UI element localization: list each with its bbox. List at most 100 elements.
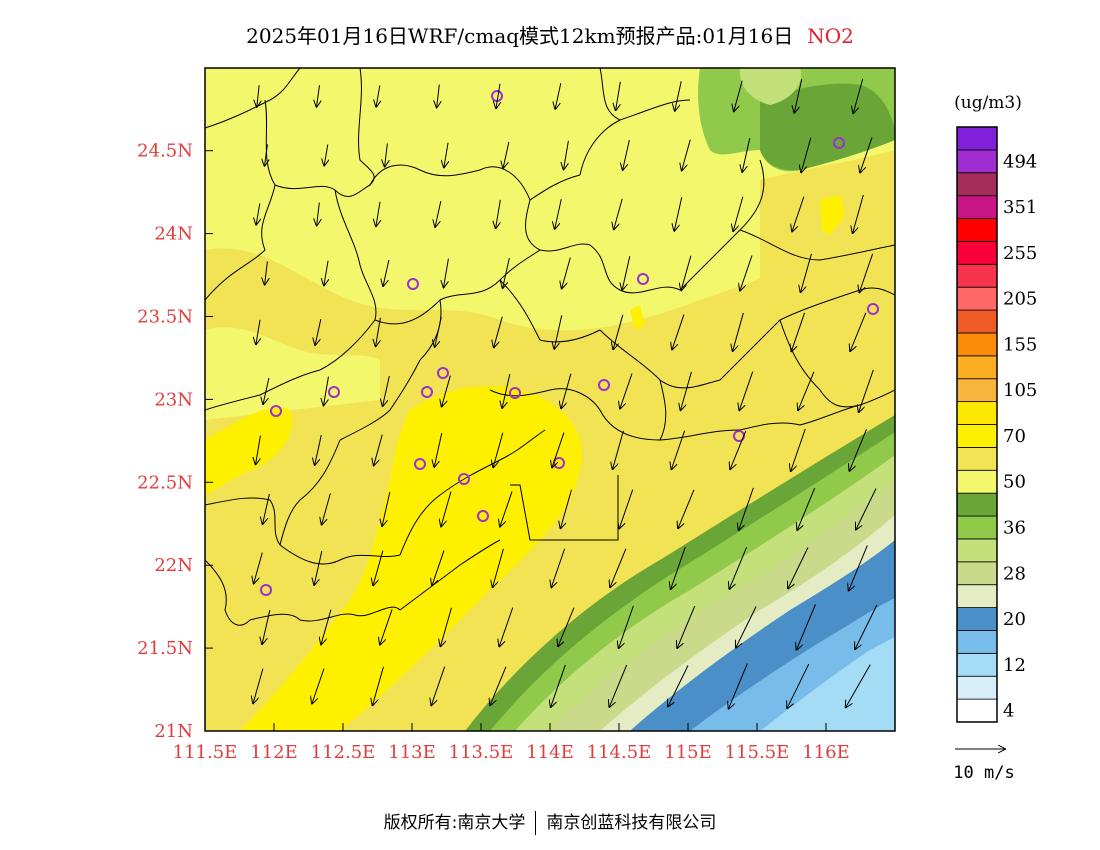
wind-arrow (551, 664, 566, 707)
lon-label: 111.5E (173, 742, 238, 763)
legend-label: 70 (1003, 426, 1026, 447)
legend-unit: (ug/m3) (954, 93, 1022, 113)
legend-swatch (956, 492, 998, 517)
reference-vector-label: 10 m/s (953, 763, 1014, 783)
wind-arrow (385, 143, 388, 166)
concentration-field (205, 68, 895, 731)
wind-arrow (444, 142, 448, 168)
city-marker (833, 137, 845, 149)
wind-arrow (742, 138, 751, 172)
legend-label: 351 (1003, 197, 1037, 218)
wind-arrow (555, 83, 562, 109)
wind-arrow (321, 609, 332, 645)
lon-label: 114.5E (587, 742, 652, 763)
legend-swatch (956, 218, 998, 242)
wind-arrow (561, 373, 572, 409)
legend-label: 36 (1003, 517, 1026, 538)
wind-arrow (614, 198, 623, 230)
wind-arrow (674, 197, 683, 231)
legend-label: 155 (1003, 334, 1037, 355)
wind-arrow (682, 139, 691, 171)
company-text: 南京创蓝科技有限公司 (546, 813, 717, 833)
city-marker (414, 458, 426, 470)
wind-arrow (736, 606, 757, 647)
wind-arrow (733, 196, 744, 231)
wind-arrow (376, 317, 381, 346)
wind-arrow (619, 489, 634, 529)
legend-label: 4 (1003, 701, 1014, 722)
lat-label: 23.5N (137, 307, 193, 328)
legend-label: 28 (1003, 563, 1026, 584)
wind-arrow (555, 199, 562, 229)
wind-arrow (432, 550, 445, 586)
legend-swatch (956, 469, 998, 494)
wind-arrow (256, 319, 260, 344)
wind-arrow (256, 203, 260, 224)
wind-arrow (494, 316, 503, 348)
legend-swatch (956, 263, 998, 288)
wind-arrow (853, 194, 864, 233)
wind-arrow (681, 371, 692, 410)
wind-arrow (493, 548, 504, 587)
lon-label: 112.5E (311, 742, 376, 763)
legend-swatch (956, 401, 998, 425)
lon-label: 115.5E (725, 742, 790, 763)
city-marker (509, 387, 521, 399)
wind-arrow (797, 487, 816, 530)
wind-arrow (265, 261, 268, 284)
legend-swatch (956, 126, 998, 151)
lon-label: 114E (526, 742, 574, 763)
wind-arrow (792, 196, 805, 232)
wind-arrow (801, 253, 812, 292)
wind-arrow (499, 607, 514, 647)
lat-label: 21N (154, 721, 193, 742)
wind-arrow (856, 488, 877, 529)
wind-arrow (850, 312, 867, 351)
wind-arrow (373, 550, 384, 586)
wind-arrow (681, 255, 692, 291)
wind-arrow (739, 487, 754, 530)
wind-arrow (860, 137, 873, 173)
wind-arrow (846, 664, 871, 708)
lat-label: 23N (154, 389, 193, 410)
wind-arrow (619, 605, 634, 648)
legend-label: 255 (1003, 243, 1037, 264)
wind-arrow (502, 373, 511, 408)
wind-arrow (561, 489, 572, 528)
wind-arrow (257, 85, 259, 107)
wind-arrow (734, 80, 743, 111)
legend-swatch (956, 561, 998, 586)
wind-arrow (263, 377, 270, 404)
wind-vectors (253, 78, 878, 709)
legend-swatch (956, 309, 998, 334)
wind-arrow (798, 371, 815, 410)
wind-arrow (431, 666, 446, 706)
lon-label: 112E (250, 742, 298, 763)
wind-arrow (678, 489, 695, 528)
lat-label: 24N (154, 224, 193, 245)
wind-arrow (376, 201, 380, 226)
city-marker (407, 278, 419, 290)
wind-arrow (849, 545, 868, 590)
wind-arrow (729, 663, 748, 708)
wind-arrow (435, 201, 442, 227)
title-main: 2025年01月16日WRF/cmaq模式12km预报产品:01月16日 (246, 24, 794, 48)
legend-swatch (956, 332, 998, 357)
wind-arrow (622, 256, 631, 290)
footer-separator (535, 811, 537, 835)
city-marker (270, 405, 282, 417)
legend-label: 105 (1003, 380, 1037, 401)
legend-boxes (956, 126, 998, 723)
copyright-text: 版权所有:南京大学 (383, 813, 526, 833)
wind-arrow (791, 312, 806, 351)
wind-arrow (797, 604, 816, 649)
wind-arrow (496, 199, 501, 228)
pollutant-label: NO2 (807, 24, 854, 48)
lon-label: 116E (802, 742, 850, 763)
wind-arrow (730, 430, 747, 469)
legend-swatch (956, 172, 998, 197)
legend-swatch (956, 538, 998, 563)
wind-arrow (315, 318, 322, 345)
wind-arrow (317, 202, 320, 226)
